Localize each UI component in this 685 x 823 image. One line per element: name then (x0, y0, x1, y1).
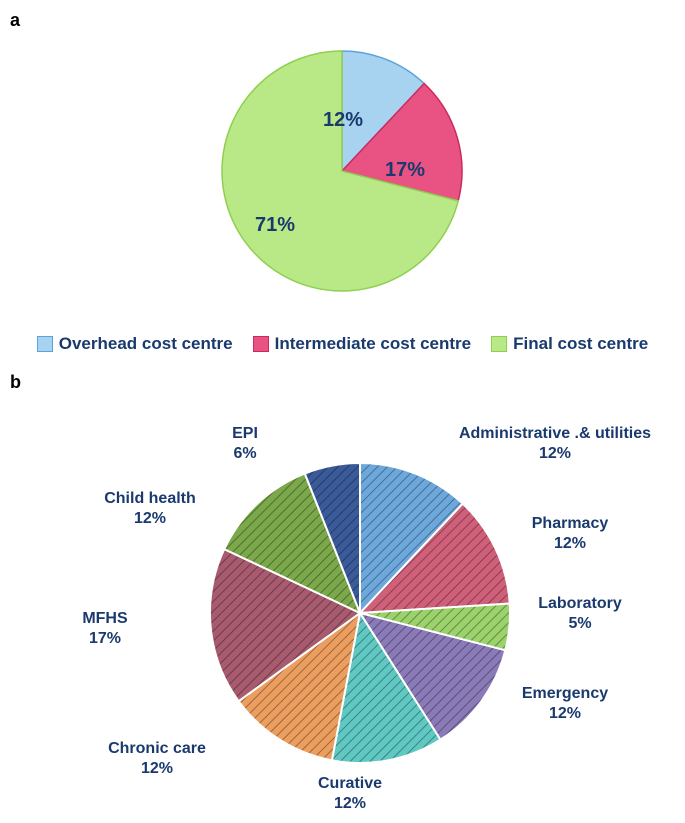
legend-label: Overhead cost centre (59, 334, 233, 354)
slice-pct-label: 12% (554, 535, 586, 552)
slice-name-label: Laboratory (538, 595, 622, 612)
legend-label: Intermediate cost centre (275, 334, 472, 354)
slice-name-label: Chronic care (108, 740, 206, 757)
slice-name-label: MFHS (82, 610, 128, 627)
slice-name-label: Pharmacy (532, 515, 609, 532)
legend-label: Final cost centre (513, 334, 648, 354)
slice-pct-label: 12% (141, 760, 173, 777)
slice-name-label: Administrative .& utilities (459, 425, 651, 442)
slice-pct-label: 5% (568, 615, 591, 632)
panel-a-label: a (10, 10, 675, 31)
panel-b-label: b (10, 372, 675, 393)
pie-chart-b: Administrative .& utilities 12% Pharmacy 12… (10, 398, 685, 818)
slice-pct-label: 12% (549, 705, 581, 722)
legend-swatch (37, 336, 53, 352)
slice-name-label: Child health (104, 490, 196, 507)
slice-name-label: Emergency (522, 685, 608, 702)
pie-chart-a: 12% 17% 71% (10, 36, 675, 306)
slice-pct-label: 71% (255, 214, 295, 236)
chart-a-container: 12% 17% 71% (10, 36, 675, 326)
legend-item: Intermediate cost centre (253, 334, 472, 354)
chart-b-container: Administrative .& utilities 12% Pharmacy 12… (10, 398, 675, 808)
slice-pct-label: 17% (89, 630, 121, 647)
slice-pct-label: 12% (134, 510, 166, 527)
slice-pct-label: 12% (539, 445, 571, 462)
legend-swatch (491, 336, 507, 352)
slice-name-label: Curative (318, 775, 382, 792)
slice-name-label: EPI (232, 425, 258, 442)
slice-pct-label: 12% (323, 109, 363, 131)
legend-item: Final cost centre (491, 334, 648, 354)
chart-a-legend: Overhead cost centre Intermediate cost ce… (10, 334, 675, 357)
slice-pct-label: 6% (233, 445, 256, 462)
legend-swatch (253, 336, 269, 352)
slice-pct-label: 17% (385, 159, 425, 181)
legend-item: Overhead cost centre (37, 334, 233, 354)
slice-pct-label: 12% (334, 795, 366, 812)
